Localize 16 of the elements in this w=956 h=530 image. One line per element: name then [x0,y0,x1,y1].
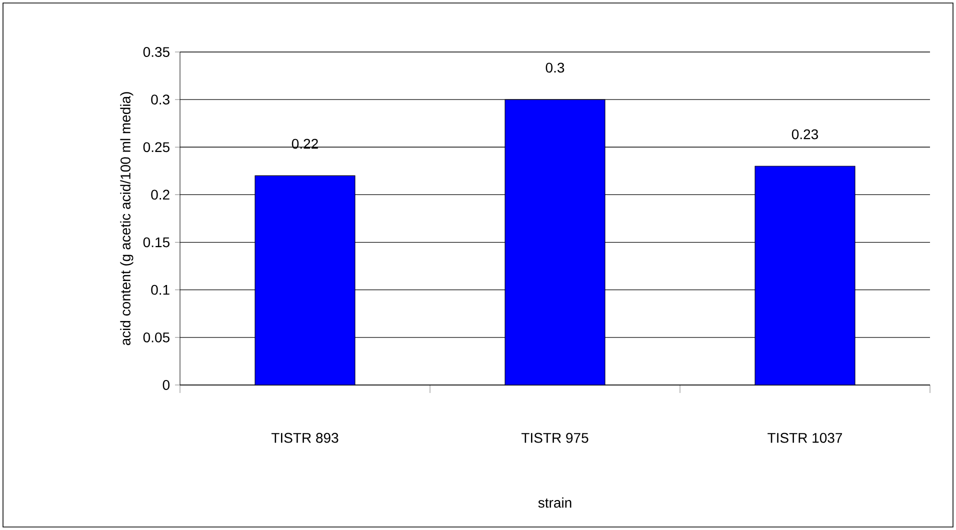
y-tick-label: 0.35 [143,47,170,57]
y-axis-title: acid content (g acetic acid/100 ml media) [120,92,134,346]
x-axis-title: strain [538,497,572,508]
x-tick-label: TISTR 893 [271,432,338,443]
data-label: 0.3 [546,62,564,73]
x-tick-label: TISTR 1037 [768,432,842,443]
y-tick-label: 0.3 [151,94,170,105]
y-tick-label: 0.15 [143,237,170,248]
y-tick-label: 0.1 [151,284,170,295]
x-tick-label: TISTR 975 [521,432,588,443]
y-tick-label: 0 [162,380,170,390]
data-label: 0.22 [292,138,318,149]
y-tick-label: 0.25 [143,142,170,152]
data-label: 0.23 [792,129,818,140]
y-tick-label: 0.05 [143,332,170,342]
y-tick-label: 0.2 [151,190,170,200]
